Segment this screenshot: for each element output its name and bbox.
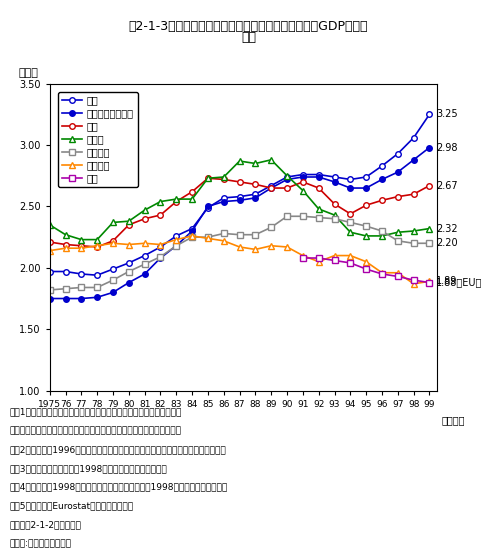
Text: 4．ドイツの1998年度の値は推定値、フランスの1998年度は暫定値である。: 4．ドイツの1998年度の値は推定値、フランスの1998年度は暫定値である。 [10, 483, 228, 492]
Text: 1.88（EU）: 1.88（EU） [436, 277, 483, 287]
Text: なお、日本については自然科学のみの値を併せて表示している。: なお、日本については自然科学のみの値を併せて表示している。 [10, 426, 182, 435]
Text: 2.20: 2.20 [436, 238, 458, 248]
Text: 資料：第2-1-2図に同じ。: 資料：第2-1-2図に同じ。 [10, 520, 82, 530]
Text: 2.67: 2.67 [436, 181, 458, 191]
Legend: 日本, 日本（自然科学）, 米国, ドイツ, フランス, イギリス, ＥＵ: 日本, 日本（自然科学）, 米国, ドイツ, フランス, イギリス, ＥＵ [59, 92, 138, 187]
Text: 2.32: 2.32 [436, 224, 458, 234]
Text: 第2-1-3図　主要国における研究費の対国内総生産（GDP）比の: 第2-1-3図 主要国における研究費の対国内総生産（GDP）比の [129, 20, 368, 32]
Text: 2．日本は、1996年度よりソフトウェア業が新たに調査対象業種となっている。: 2．日本は、1996年度よりソフトウェア業が新たに調査対象業種となっている。 [10, 445, 227, 454]
Text: 1.89: 1.89 [436, 276, 458, 286]
Text: （％）: （％） [19, 68, 39, 78]
Text: （参照:付属資料（１））: （参照:付属資料（１）） [10, 539, 72, 548]
Text: 注）1．国際比較を行うため、各国とも人文・社会科学を含めている。: 注）1．国際比較を行うため、各国とも人文・社会科学を含めている。 [10, 407, 182, 416]
Text: 5．ＥＵは、Eurostatの推計値である。: 5．ＥＵは、Eurostatの推計値である。 [10, 502, 134, 511]
Text: 2.98: 2.98 [436, 142, 458, 152]
Text: 3.25: 3.25 [436, 109, 458, 119]
Text: 3．米国は暦年の値で、1998年度以降は暫定値である。: 3．米国は暦年の値で、1998年度以降は暫定値である。 [10, 464, 167, 473]
Text: 推移: 推移 [241, 31, 256, 44]
Text: （年度）: （年度） [441, 415, 465, 425]
